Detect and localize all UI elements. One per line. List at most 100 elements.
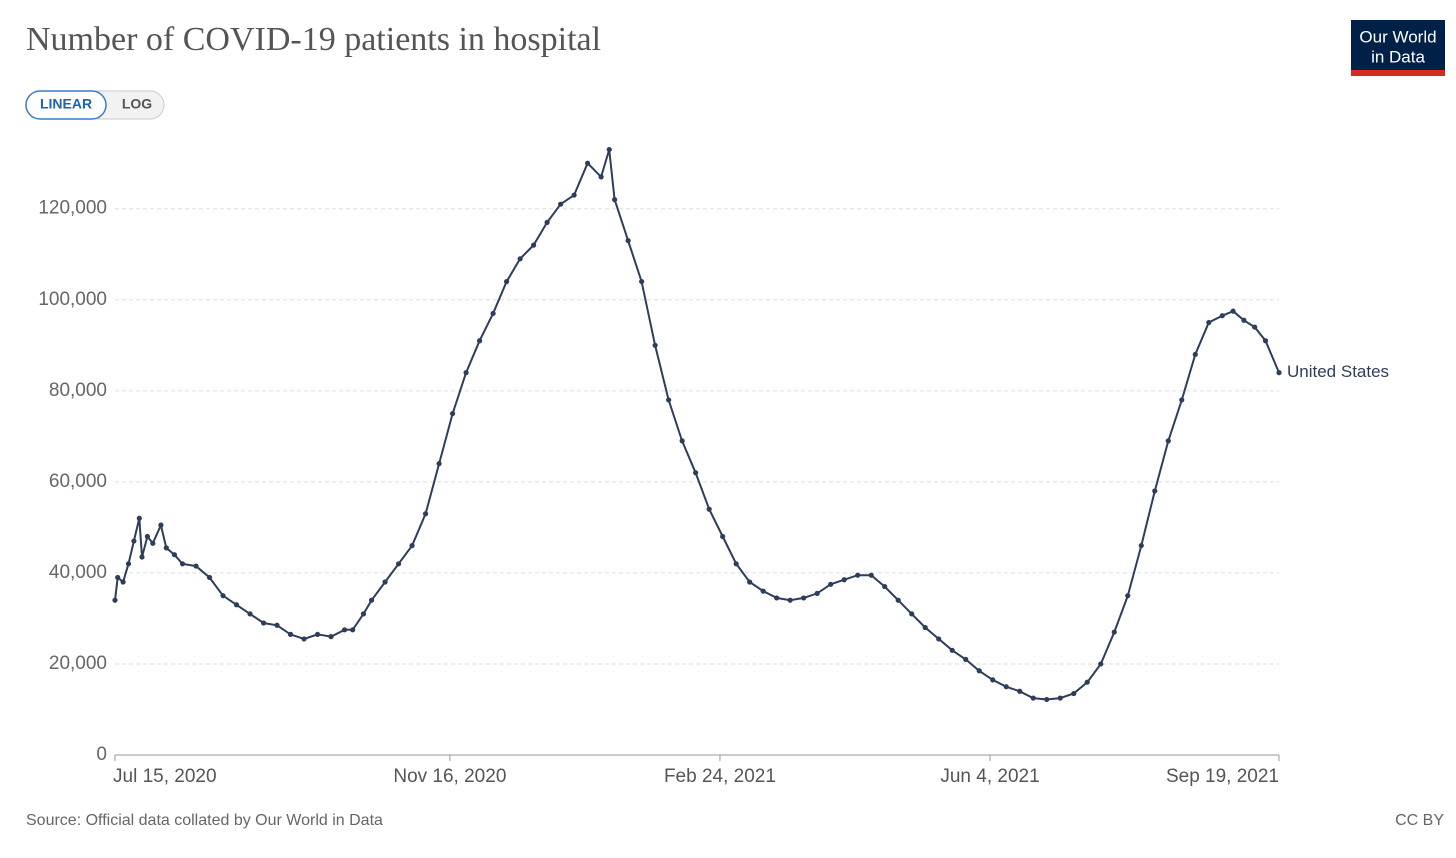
data-point <box>260 620 267 626</box>
data-point <box>1017 688 1023 694</box>
data-point <box>139 554 145 560</box>
data-point <box>409 542 415 549</box>
data-point <box>136 515 142 521</box>
data-point <box>382 579 388 585</box>
data-point <box>625 237 631 244</box>
data-point <box>158 522 164 528</box>
data-point <box>706 506 712 512</box>
data-point <box>274 622 280 628</box>
data-point <box>341 627 348 633</box>
data-point <box>895 597 901 603</box>
data-point <box>1098 661 1104 667</box>
linear-button[interactable] <box>25 90 107 120</box>
data-point <box>220 593 226 599</box>
data-point <box>1152 488 1158 494</box>
data-point <box>679 438 685 444</box>
data-point <box>144 533 151 540</box>
x-tick-label: Jun 4, 2021 <box>940 766 1039 787</box>
y-tick-label: 0 <box>96 744 107 765</box>
data-point <box>882 583 888 590</box>
data-point <box>1044 696 1050 703</box>
data-point <box>558 201 564 207</box>
data-point <box>1084 679 1090 685</box>
y-tick-label: 60,000 <box>49 471 107 492</box>
data-point <box>571 192 577 198</box>
data-point <box>990 677 996 683</box>
data-point <box>171 552 178 558</box>
data-point <box>115 574 121 581</box>
source: Source: Official data collated by Our Wo… <box>26 812 383 829</box>
data-point <box>639 278 645 285</box>
logo-text: Our World <box>1359 27 1436 46</box>
data-point <box>131 538 137 544</box>
linear-label[interactable]: LINEAR <box>40 96 92 112</box>
data-point <box>909 611 915 617</box>
data-point <box>814 590 820 596</box>
x-tick-label: Feb 24, 2021 <box>664 766 776 787</box>
x-tick-label: Sep 19, 2021 <box>1166 766 1279 787</box>
y-tick-label: 100,000 <box>38 289 107 310</box>
series-label: United States <box>1287 362 1389 381</box>
data-point <box>1179 397 1185 403</box>
data-point <box>360 611 367 617</box>
x-tick-label: Jul 15, 2020 <box>113 766 217 787</box>
data-point <box>1192 351 1198 358</box>
y-tick-label: 80,000 <box>49 380 107 401</box>
data-point <box>612 197 618 203</box>
data-point <box>868 572 874 578</box>
data-point <box>163 545 169 551</box>
data-point <box>504 278 510 285</box>
data-point <box>733 561 739 567</box>
x-tick-label: Nov 16, 2020 <box>393 766 506 787</box>
data-point <box>949 647 955 653</box>
data-point <box>314 631 321 637</box>
data-point <box>287 631 294 637</box>
data-point <box>193 563 199 569</box>
data-point <box>206 574 213 581</box>
data-point <box>328 634 334 640</box>
log-label[interactable]: LOG <box>122 96 152 112</box>
data-point <box>774 595 780 601</box>
data-point <box>598 174 604 180</box>
data-point <box>855 572 861 578</box>
data-point <box>125 561 132 567</box>
data-point <box>1241 317 1247 323</box>
scale-toggle[interactable]: LINEAR LOG <box>25 90 165 120</box>
y-tick-label: 120,000 <box>38 198 107 219</box>
data-point <box>476 338 483 344</box>
data-point <box>787 597 793 603</box>
data-point <box>1030 695 1036 701</box>
data-point <box>693 470 699 476</box>
data-point <box>922 624 928 631</box>
data-point <box>606 146 612 153</box>
data-point <box>422 511 429 517</box>
data-point <box>1219 313 1225 319</box>
data-point <box>1138 542 1144 549</box>
chart-title: Number of COVID-19 patients in hospital <box>26 21 601 58</box>
data-point <box>760 588 766 594</box>
data-point <box>1071 690 1077 697</box>
logo-stripe <box>1351 70 1445 76</box>
y-tick-label: 20,000 <box>49 653 107 674</box>
data-point <box>652 342 658 348</box>
data-point <box>490 310 496 317</box>
data-point <box>463 370 469 376</box>
data-point <box>395 561 402 567</box>
data-point <box>747 579 753 585</box>
data-point <box>720 533 726 540</box>
data-point <box>247 611 253 617</box>
data-point <box>233 602 240 608</box>
data-point <box>1003 684 1009 690</box>
data-point <box>544 219 550 225</box>
data-point <box>936 636 942 642</box>
data-point <box>963 656 969 663</box>
data-point <box>585 160 591 166</box>
data-point <box>1230 308 1236 314</box>
data-point <box>1165 438 1171 444</box>
data-point <box>1057 695 1063 701</box>
data-point <box>1252 324 1258 330</box>
logo-text: in Data <box>1371 47 1425 66</box>
data-point <box>517 256 523 262</box>
data-point <box>368 597 375 603</box>
